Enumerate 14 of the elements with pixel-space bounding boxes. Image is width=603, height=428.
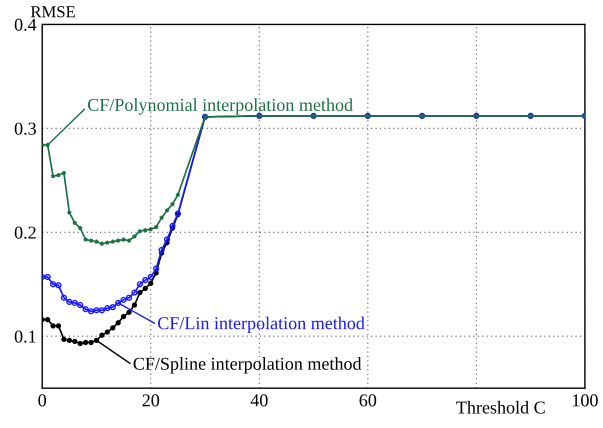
x-tick-label: 0 — [38, 394, 46, 406]
y-tick-label: 0.3 — [14, 122, 36, 135]
x-tick-label: 40 — [250, 394, 268, 406]
x-tick-label: 20 — [142, 394, 160, 406]
y-axis-title: RMSE — [30, 6, 75, 18]
legend-label: CF/Lin interpolation method — [158, 316, 365, 333]
x-tick-label: 60 — [360, 394, 376, 406]
y-tick-label: 0.1 — [14, 330, 36, 343]
series-label: CF/Polynomial interpolation method — [88, 98, 353, 115]
series-label: CF/Spline interpolation method — [134, 357, 362, 374]
y-tick-label: 0.4 — [14, 18, 36, 31]
x-axis-title: Threshold C — [456, 400, 545, 414]
y-tick-label: 0.2 — [14, 226, 36, 239]
x-tick-label: 100 — [572, 394, 598, 406]
